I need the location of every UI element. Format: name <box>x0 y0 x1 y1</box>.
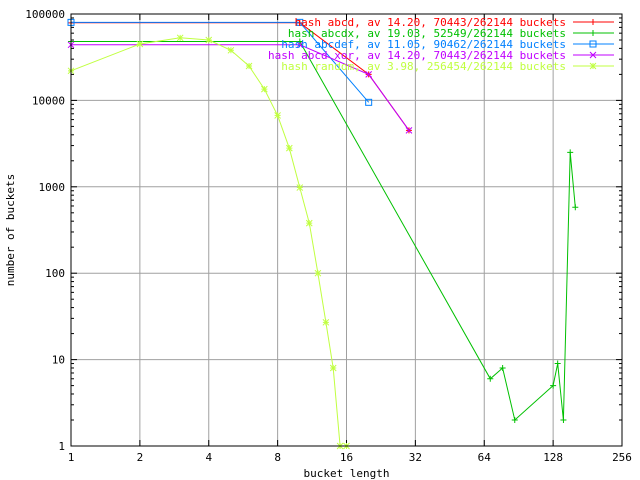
square-marker <box>589 40 597 48</box>
y-tick-label: 10000 <box>32 94 65 107</box>
star-marker <box>305 219 313 227</box>
series-line <box>71 41 576 421</box>
star-marker <box>227 46 235 54</box>
x-tick-label: 2 <box>137 451 144 464</box>
x-marker <box>405 127 413 134</box>
x-tick-label: 1 <box>68 451 75 464</box>
star-marker <box>329 364 337 372</box>
y-tick-label: 1000 <box>39 181 66 194</box>
plus-marker <box>296 38 303 45</box>
series-layer <box>67 18 579 450</box>
x-tick-label: 64 <box>478 451 492 464</box>
y-axis-label: number of buckets <box>4 174 17 287</box>
x-axis-label: bucket length <box>303 467 389 480</box>
star-marker <box>296 184 304 191</box>
x-marker <box>365 71 373 78</box>
star-marker <box>261 85 268 93</box>
series-line <box>71 21 370 103</box>
plus-marker <box>554 360 561 367</box>
legend-entry-label: hash abcdx, av 19.03, 52549/262144 bucke… <box>288 27 566 40</box>
y-tick-label: 10 <box>52 354 65 367</box>
x-tick-label: 4 <box>205 451 212 464</box>
axis-ticks: 1 2 4 8 16 32 64 128 256 1 10 100 1000 10000 100000 <box>25 8 632 464</box>
x-marker <box>589 51 597 59</box>
series-line <box>70 37 347 447</box>
plus-marker <box>499 364 506 371</box>
legend: hash abcd, av 14.20, 70443/262144 bucket… <box>268 16 614 73</box>
plus-marker <box>511 416 518 423</box>
plot-frame <box>70 13 623 447</box>
star-marker <box>314 269 322 277</box>
legend-entry-label: hash random, av 3.98, 256454/262144 buck… <box>281 60 566 73</box>
x-tick-label: 128 <box>543 451 563 464</box>
star-marker <box>245 62 253 70</box>
star-marker <box>274 112 281 119</box>
x-tick-label: 8 <box>274 451 281 464</box>
star-marker <box>285 144 293 152</box>
plus-marker <box>550 382 557 389</box>
plus-marker <box>567 149 574 156</box>
plus-marker <box>590 30 596 36</box>
star-marker <box>136 40 144 48</box>
star-marker <box>589 62 597 70</box>
x-tick-label: 256 <box>612 451 632 464</box>
legend-entry-label: hash abcd, av 14.20, 70443/262144 bucket… <box>294 16 566 29</box>
star-marker <box>322 318 330 326</box>
x-tick-label: 32 <box>409 451 422 464</box>
plus-marker <box>560 416 567 423</box>
star-marker <box>176 34 184 42</box>
plus-marker <box>572 204 579 211</box>
series-2 <box>68 38 579 423</box>
square-marker <box>296 18 304 26</box>
x-marker <box>296 41 304 49</box>
series-line <box>71 44 410 131</box>
star-marker <box>205 36 213 44</box>
plus-marker <box>590 19 596 25</box>
square-marker <box>365 98 373 106</box>
y-tick-label: 100 <box>45 267 65 280</box>
y-tick-label: 100000 <box>25 8 65 21</box>
legend-entry-label: hash abcd xor, av 14.20, 70443/262144 bu… <box>268 49 566 62</box>
plus-marker <box>487 375 494 382</box>
grid <box>70 13 623 447</box>
y-tick-label: 1 <box>58 440 65 453</box>
x-tick-label: 16 <box>340 451 353 464</box>
legend-entry-label: hash abcdef, av 11.05, 90462/262144 buck… <box>281 38 566 51</box>
